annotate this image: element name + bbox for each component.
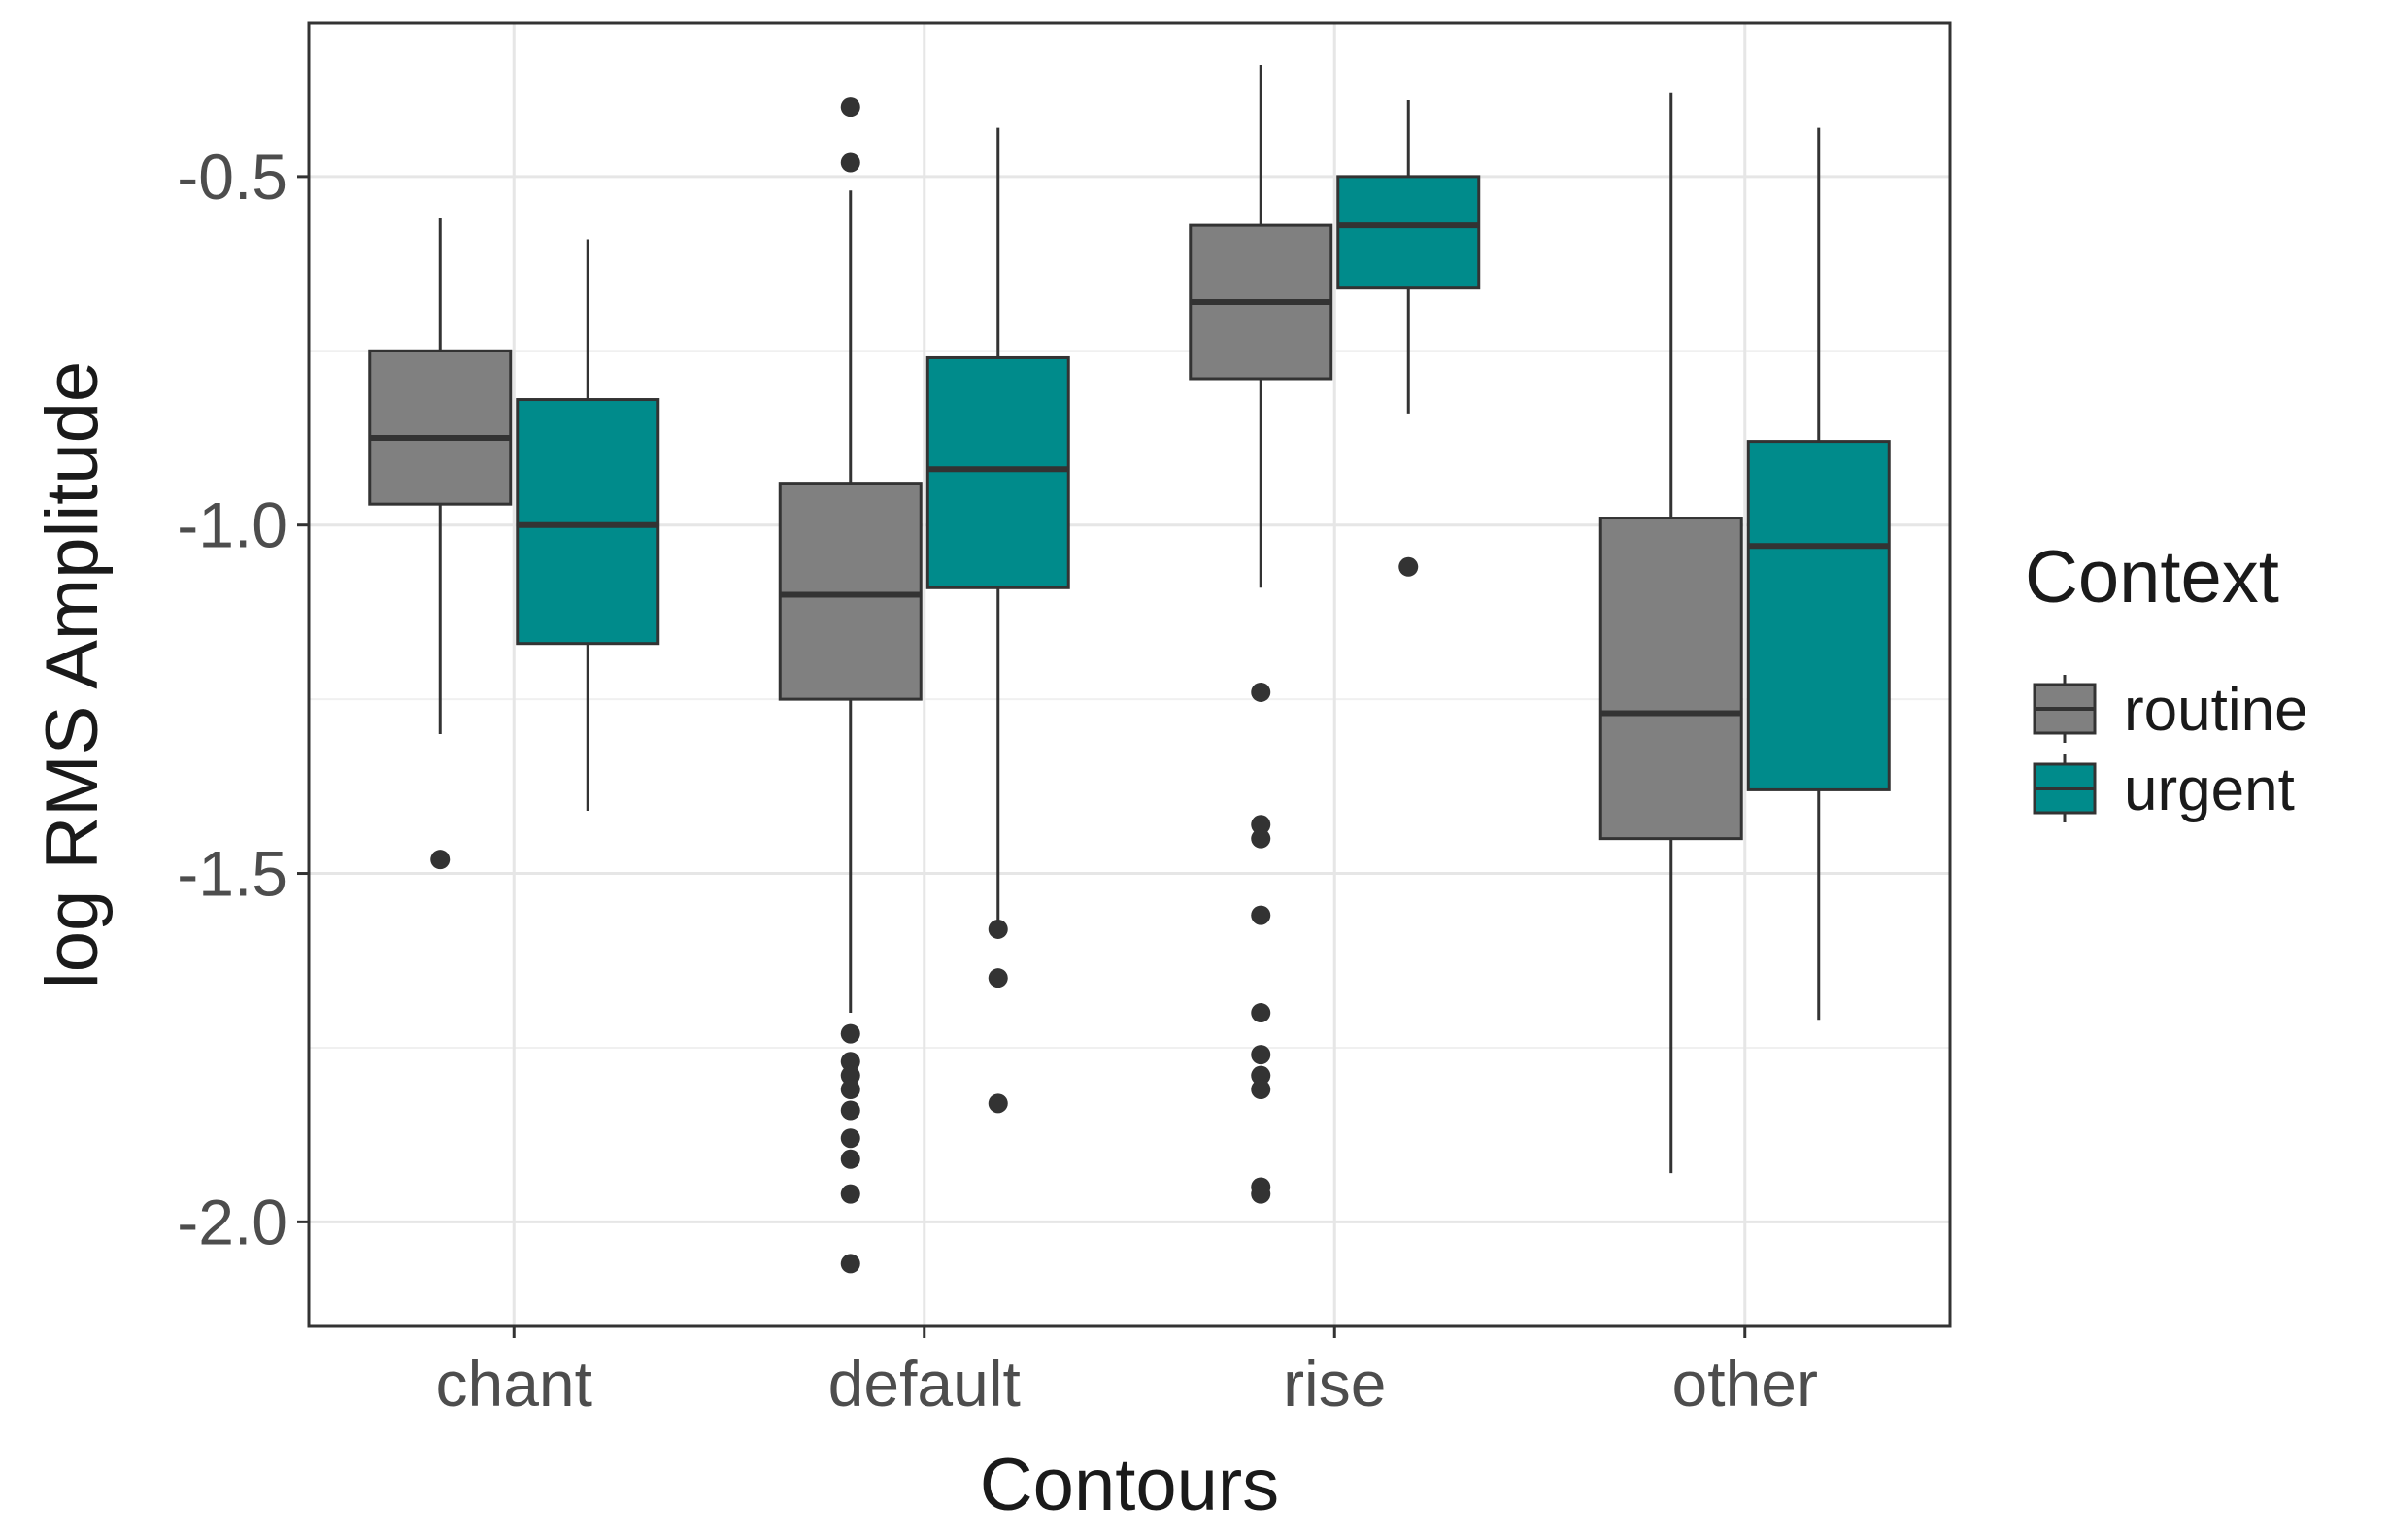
outlier-point: [840, 1254, 860, 1274]
outlier-point: [1251, 815, 1271, 835]
outlier-point: [1251, 828, 1271, 849]
outlier-point: [988, 1093, 1008, 1114]
box-group-urgent-default: [925, 127, 1070, 1114]
outlier-point: [1251, 1065, 1271, 1086]
box-urgent-default: [925, 355, 1070, 589]
x-tick-label-default: default: [828, 1348, 1021, 1420]
axis-layer: -2.0 -1.5 -1.0 -0.5 chant default rise other: [177, 141, 1818, 1420]
outlier-point: [840, 1023, 860, 1044]
outlier-point: [1251, 905, 1271, 925]
outlier-point: [988, 968, 1008, 988]
outlier-point: [840, 1128, 860, 1149]
panel-border: [307, 21, 1952, 1328]
outlier-point: [840, 1080, 860, 1099]
box-routine-default: [778, 482, 923, 701]
legend-label-urgent: urgent: [2124, 756, 2295, 823]
box-group-urgent-chant: [516, 239, 660, 811]
box-urgent-other: [1746, 440, 1891, 791]
y-tick-label: -0.5: [177, 141, 287, 213]
box-group-routine-default: [778, 97, 923, 1274]
x-tick-label-chant: chant: [436, 1348, 592, 1420]
box-group-urgent-rise: [1336, 99, 1481, 577]
y-tick-label: -2.0: [177, 1186, 287, 1257]
x-axis-title: Contours: [980, 1444, 1279, 1526]
box-routine-chant: [368, 349, 513, 506]
y-axis-title: log RMS Amplitude: [31, 361, 114, 988]
outlier-point: [840, 1184, 860, 1204]
outlier-point: [1251, 682, 1271, 702]
outlier-point: [840, 1052, 860, 1072]
outlier-point: [430, 850, 451, 870]
box-urgent-rise: [1336, 175, 1481, 290]
box-routine-other: [1598, 517, 1743, 841]
outlier-point: [988, 919, 1008, 939]
outlier-point: [1251, 1003, 1271, 1023]
box-group-routine-other: [1598, 92, 1743, 1174]
outlier-point: [1251, 1080, 1271, 1099]
box-layer: [368, 65, 1891, 1274]
legend-title: Context: [2025, 536, 2279, 619]
outlier-point: [1251, 1045, 1271, 1065]
outlier-point: [840, 1065, 860, 1086]
outlier-point: [840, 1100, 860, 1121]
legend-item-urgent: urgent: [2033, 754, 2295, 823]
legend: Context routine urgent: [2025, 536, 2308, 823]
box-group-urgent-other: [1746, 127, 1891, 1021]
y-tick-label: -1.0: [177, 489, 287, 561]
outlier-point: [1398, 556, 1419, 577]
outlier-point: [840, 1149, 860, 1169]
y-tick-label: -1.5: [177, 838, 287, 910]
box-urgent-chant: [516, 398, 660, 646]
outlier-point: [840, 97, 860, 117]
x-tick-label-rise: rise: [1283, 1348, 1386, 1420]
outlier-point: [1251, 1184, 1271, 1204]
legend-label-routine: routine: [2124, 677, 2308, 744]
x-tick-label-other: other: [1672, 1348, 1818, 1420]
outlier-point: [840, 152, 860, 173]
legend-item-routine: routine: [2033, 675, 2308, 744]
box-group-routine-rise: [1189, 65, 1333, 1204]
box-group-routine-chant: [368, 218, 513, 870]
